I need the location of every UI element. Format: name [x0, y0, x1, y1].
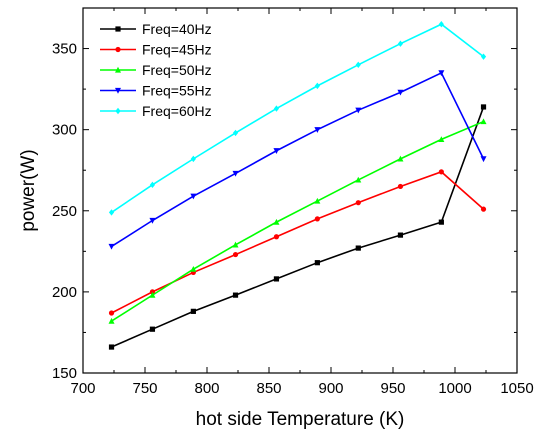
series-line	[111, 170, 485, 314]
data-point	[273, 234, 280, 240]
axes: 700 750 800 850 900 950 1000 1050 150 200 250 300 35…	[52, 7, 534, 397]
data-point	[438, 21, 444, 28]
data-point	[397, 232, 404, 238]
x-tick-label: 800	[194, 380, 219, 397]
series-2	[108, 169, 487, 316]
x-tick-label: 850	[256, 380, 281, 397]
data-point	[397, 155, 404, 162]
data-point	[397, 89, 404, 96]
data-point	[108, 310, 115, 316]
legend-entry: Freq=45Hz	[100, 42, 212, 58]
series-1	[108, 104, 487, 350]
data-point	[273, 218, 280, 225]
data-point	[355, 200, 361, 206]
data-point	[149, 291, 156, 298]
data-point	[149, 217, 156, 224]
data-point	[314, 82, 320, 90]
x-tick-label: 750	[132, 380, 157, 397]
data-point	[355, 176, 362, 183]
legend-marker	[115, 87, 121, 94]
data-point	[438, 70, 445, 77]
data-point	[480, 118, 487, 125]
data-point	[273, 148, 280, 154]
data-point	[190, 265, 197, 272]
data-point	[232, 129, 239, 137]
x-tick-label: 700	[70, 380, 95, 397]
data-point	[314, 260, 320, 266]
data-point	[232, 170, 239, 177]
y-tick-label: 200	[52, 284, 77, 301]
data-point	[108, 344, 115, 350]
legend-entry: Freq=40Hz	[100, 21, 212, 37]
data-point	[480, 104, 487, 110]
legend-label: Freq=60Hz	[142, 103, 212, 119]
x-axis-label: hot side Temperature (K)	[196, 409, 405, 430]
series-layer	[108, 21, 487, 350]
data-point	[108, 209, 115, 216]
data-point	[314, 197, 321, 204]
data-point	[355, 107, 362, 114]
legend-entry: Freq=55Hz	[100, 83, 212, 99]
data-point	[355, 245, 361, 251]
legend-label: Freq=45Hz	[142, 42, 212, 58]
y-tick-label: 150	[52, 365, 77, 382]
legend-label: Freq=55Hz	[142, 83, 212, 99]
legend-marker	[115, 107, 121, 115]
y-tick-label: 250	[52, 203, 77, 220]
y-axis-label: power(W)	[18, 149, 39, 231]
x-tick-label: 900	[318, 380, 343, 397]
data-point	[480, 53, 487, 60]
data-point	[397, 40, 404, 47]
data-point	[149, 181, 156, 189]
data-point	[314, 127, 321, 133]
data-point	[232, 251, 239, 258]
data-point	[232, 292, 239, 298]
series-4	[108, 70, 487, 250]
data-point	[190, 155, 196, 163]
data-point	[314, 216, 320, 222]
data-point	[273, 105, 280, 112]
data-point	[397, 183, 404, 190]
data-point	[480, 206, 487, 212]
data-point	[273, 276, 280, 282]
data-point	[190, 308, 196, 314]
legend-marker	[115, 66, 121, 73]
legend-label: Freq=50Hz	[142, 62, 212, 78]
legend-entry: Freq=60Hz	[100, 103, 212, 119]
legend-marker	[115, 46, 121, 53]
data-point	[149, 326, 156, 332]
series-5	[108, 21, 487, 216]
data-point	[480, 156, 487, 163]
data-point	[108, 317, 115, 324]
x-tick-label: 1050	[500, 380, 533, 397]
series-line	[111, 106, 485, 348]
series-line	[111, 120, 484, 322]
data-point	[149, 289, 156, 295]
legend: Freq=40Hz Freq=45Hz Freq=50Hz Freq=55Hz Freq…	[100, 21, 212, 119]
data-point	[355, 61, 361, 68]
data-point	[108, 243, 115, 250]
x-tick-label: 950	[380, 380, 405, 397]
data-point	[438, 169, 444, 175]
data-point	[438, 136, 445, 142]
legend-entry: Freq=50Hz	[100, 62, 212, 78]
data-point	[232, 241, 239, 248]
y-tick-label: 300	[52, 122, 77, 139]
legend-label: Freq=40Hz	[142, 21, 212, 37]
y-tick-label: 350	[52, 41, 77, 58]
series-line	[111, 23, 485, 214]
series-line	[111, 71, 485, 248]
x-tick-label: 1000	[438, 380, 471, 397]
data-point	[190, 193, 197, 200]
legend-marker	[115, 26, 121, 32]
series-3	[108, 118, 487, 324]
data-point	[438, 219, 444, 225]
